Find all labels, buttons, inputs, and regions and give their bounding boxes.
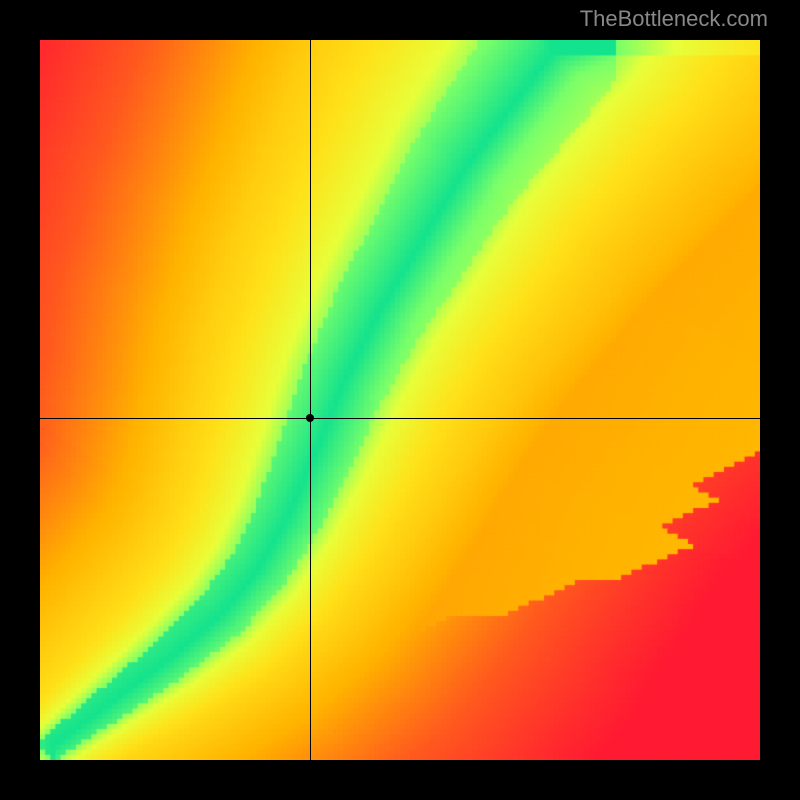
- crosshair-vertical: [310, 40, 311, 760]
- crosshair-horizontal: [40, 418, 760, 419]
- crosshair-marker: [306, 414, 314, 422]
- watermark: TheBottleneck.com: [580, 6, 768, 32]
- heatmap-plot: [40, 40, 760, 760]
- heatmap-canvas: [40, 40, 760, 760]
